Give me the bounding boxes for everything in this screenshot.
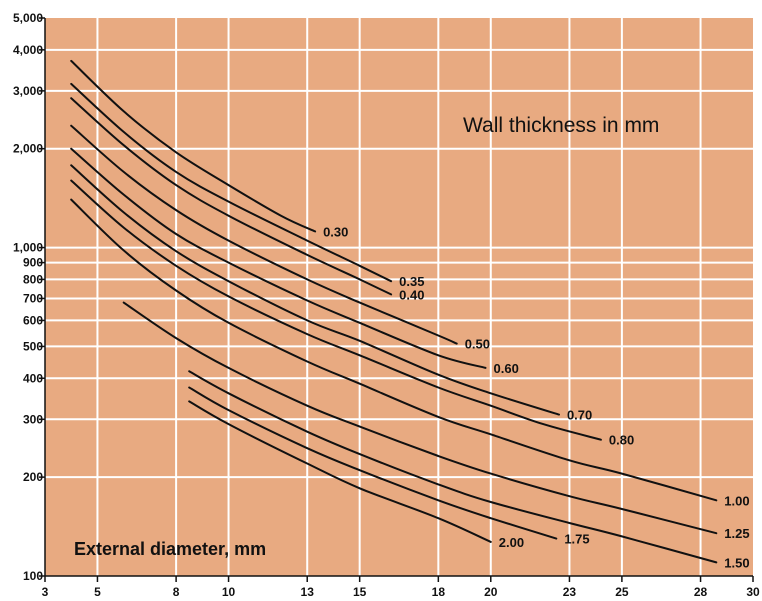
curve-0.30 (70, 59, 317, 233)
curve-1.75 (188, 386, 558, 540)
curve-2.00 (188, 400, 492, 543)
curve-0.50 (70, 124, 458, 345)
curve-0.60 (70, 147, 487, 369)
y-tick-label: 900 (23, 256, 43, 270)
legend-title: Wall thickness in mm (463, 114, 659, 137)
x-axis-title: External diameter, mm (74, 539, 266, 559)
axes (44, 18, 753, 577)
x-tick-label: 28 (694, 585, 708, 599)
y-tick-label: 800 (23, 272, 43, 286)
y-tick-label: 400 (23, 371, 43, 385)
y-tick-label: 500 (23, 339, 43, 353)
y-tick-label: 3,000 (13, 84, 43, 98)
curve-1.25 (122, 301, 718, 535)
x-tick-label: 15 (353, 585, 367, 599)
x-tick-label: 25 (615, 585, 629, 599)
x-tick-label: 5 (94, 585, 101, 599)
y-tick-label: 700 (23, 291, 43, 305)
curve-label: 0.30 (323, 224, 348, 239)
x-tick-label: 13 (301, 585, 315, 599)
curve-label: 2.00 (499, 535, 524, 550)
y-tick-label: 100 (23, 569, 43, 583)
y-tick-label: 4,000 (13, 43, 43, 57)
curve-labels: 0.30 0.350.40 0.50 0.60 0.70 0.80 1.00 1.25 1.50… (323, 224, 750, 570)
curve-1.00 (70, 198, 718, 502)
y-tick-label: 200 (23, 470, 43, 484)
x-tick-label: 20 (484, 585, 498, 599)
y-tick-label: 300 (23, 412, 43, 426)
y-tick-label: 5,000 (13, 11, 43, 25)
x-tick-label: 8 (173, 585, 180, 599)
x-tick-label: 3 (42, 585, 49, 599)
curve-label: 0.50 (465, 337, 490, 352)
curve-label: 0.80 (609, 433, 634, 448)
curve-0.40 (70, 97, 393, 296)
curve-label: 0.40 (399, 287, 424, 302)
y-tick-label: 2,000 (13, 142, 43, 156)
curve-0.70 (70, 164, 560, 416)
curve-label: 1.00 (724, 493, 749, 508)
x-tick-label: 23 (563, 585, 577, 599)
plot-background (45, 18, 753, 576)
y-tick-label: 1,000 (13, 241, 43, 255)
curve-0.80 (70, 179, 602, 441)
x-tick-label: 18 (432, 585, 446, 599)
y-tick-label: 600 (23, 313, 43, 327)
x-axis-ticks: 3 5 8 10 13 15 18 20 23 25 28 30 (42, 576, 760, 599)
curve-label: 1.75 (564, 532, 589, 547)
curve-label: 0.60 (494, 361, 519, 376)
curve-label: 0.70 (567, 408, 592, 423)
curve-label: 0.35 (399, 274, 424, 289)
curve-1.50 (188, 370, 718, 564)
curve-label: 1.50 (724, 555, 749, 570)
curve-0.35 (70, 82, 393, 283)
x-tick-label: 30 (746, 585, 760, 599)
x-tick-label: 10 (222, 585, 236, 599)
curves (70, 59, 718, 564)
curve-label: 1.25 (724, 526, 749, 541)
